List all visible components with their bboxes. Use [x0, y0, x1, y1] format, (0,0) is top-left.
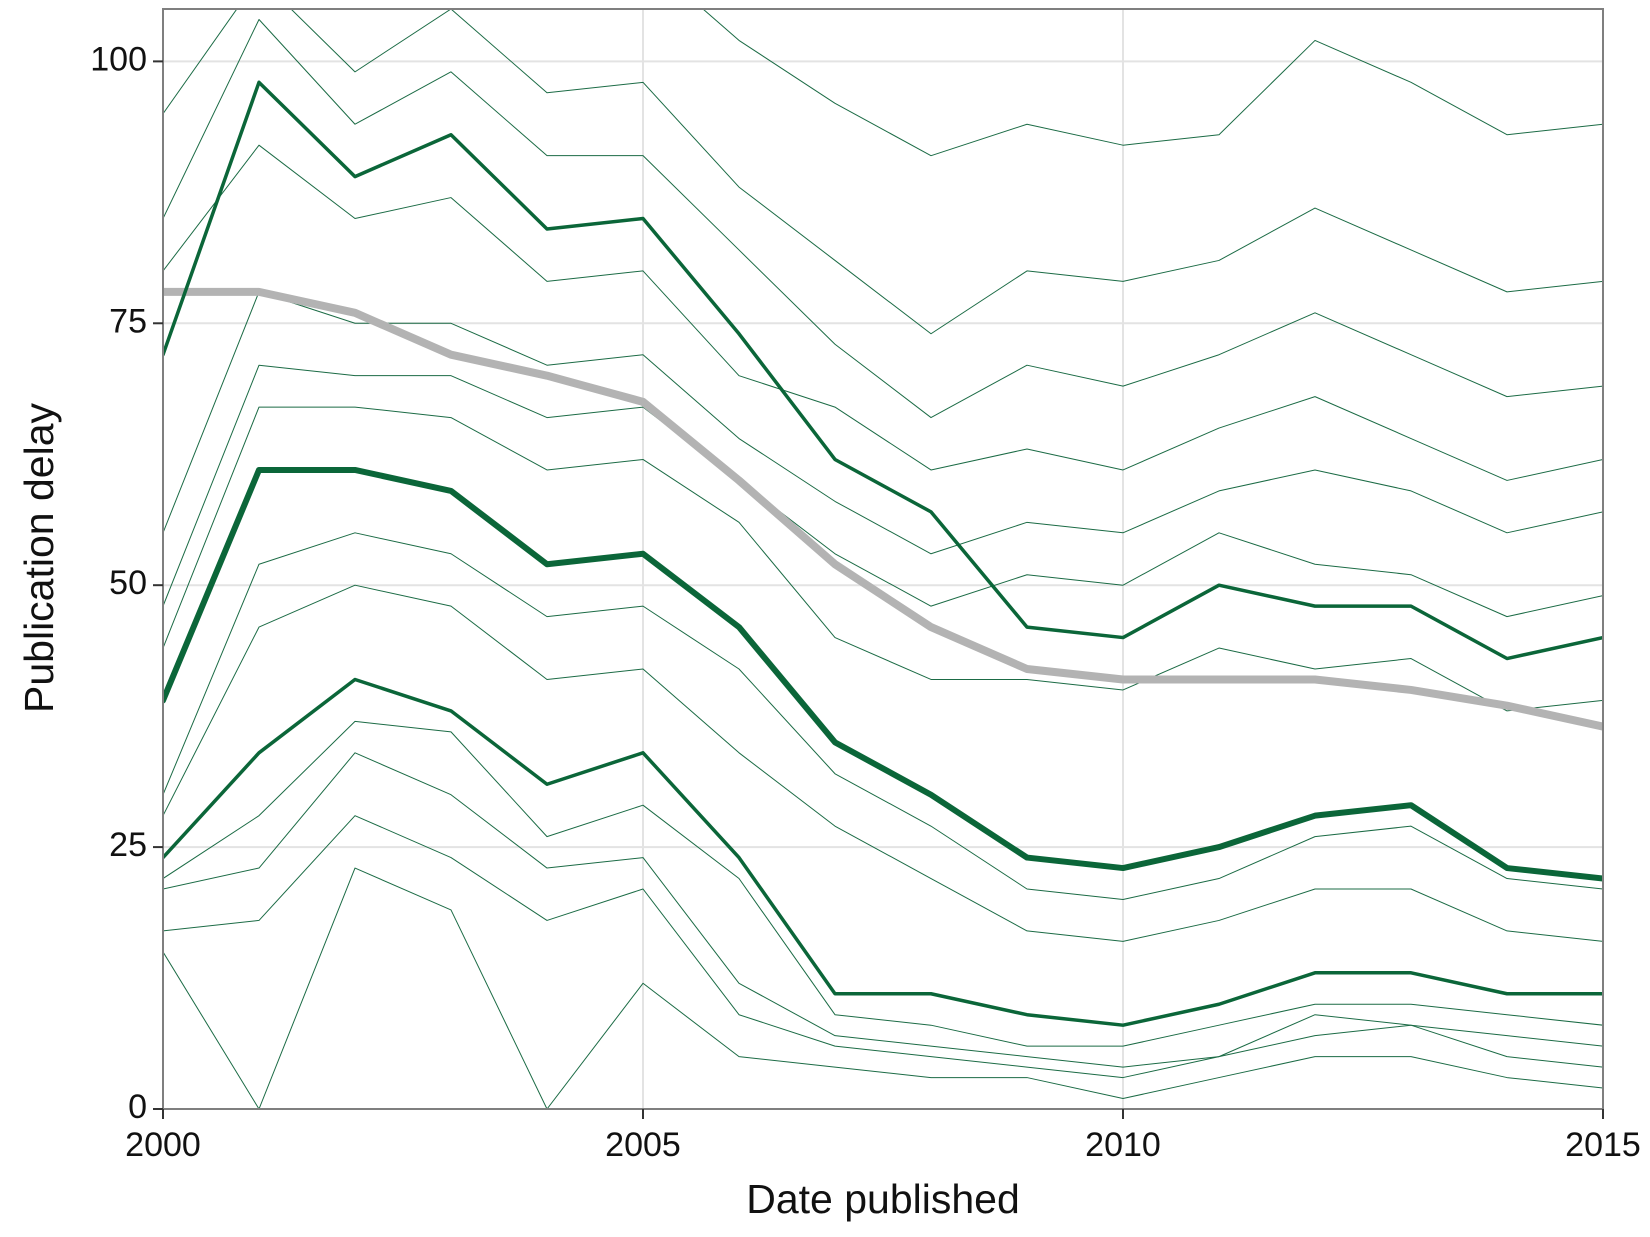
grid: [162, 9, 1604, 1110]
y-tick-label: 100: [90, 40, 147, 78]
x-tick-label: 2010: [1085, 1126, 1161, 1164]
series-line: [163, 720, 1603, 1047]
lines: [163, 9, 1603, 1109]
series-line: [163, 364, 1603, 618]
x-axis-title: Date published: [746, 1176, 1020, 1222]
series-line: [163, 815, 1603, 1079]
series-line: [163, 584, 1603, 942]
y-tick-label: 50: [109, 564, 147, 602]
series-line: [163, 752, 1603, 1068]
series-line: [163, 867, 1603, 1109]
series-line: [163, 144, 1603, 481]
series-line: [163, 677, 1603, 1027]
series-line: [163, 9, 1603, 335]
x-tick-label: 2000: [125, 1126, 201, 1164]
y-axis-title: Publication delay: [16, 403, 62, 713]
series-line: [163, 18, 1603, 419]
axes: 0 25 50 75 100 2000 2005 2010 2015: [90, 40, 1641, 1164]
y-tick-label: 25: [109, 826, 147, 864]
plot-frame: [162, 8, 1604, 1110]
series-line: [163, 287, 1603, 731]
series-line: [163, 532, 1603, 900]
y-tick-label: 75: [109, 302, 147, 340]
series-line: [163, 291, 1603, 555]
series-line: [702, 9, 1603, 157]
x-tick-label: 2015: [1565, 1126, 1641, 1164]
series-line: [163, 406, 1603, 712]
y-tick-label: 0: [128, 1088, 147, 1126]
x-tick-label: 2005: [605, 1126, 681, 1164]
series-line: [163, 466, 1603, 882]
series-line: [163, 80, 1603, 661]
